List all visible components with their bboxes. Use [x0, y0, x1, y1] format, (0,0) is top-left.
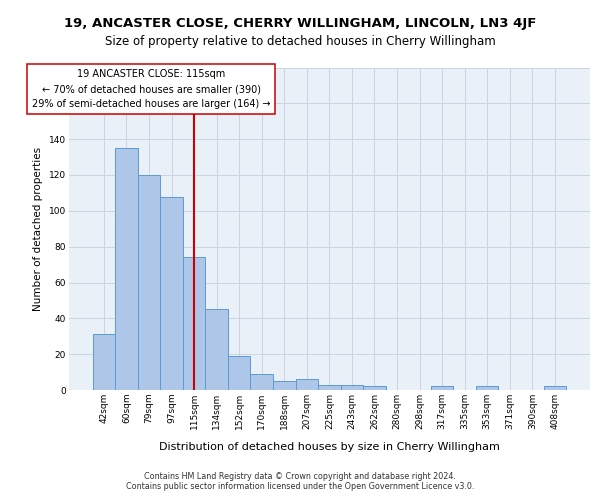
- Y-axis label: Number of detached properties: Number of detached properties: [34, 146, 43, 311]
- Text: 19, ANCASTER CLOSE, CHERRY WILLINGHAM, LINCOLN, LN3 4JF: 19, ANCASTER CLOSE, CHERRY WILLINGHAM, L…: [64, 18, 536, 30]
- Bar: [363, 386, 386, 390]
- Text: 19 ANCASTER CLOSE: 115sqm
← 70% of detached houses are smaller (390)
29% of semi: 19 ANCASTER CLOSE: 115sqm ← 70% of detac…: [32, 70, 271, 109]
- Bar: [544, 386, 566, 390]
- Bar: [431, 386, 454, 390]
- Bar: [92, 334, 115, 390]
- Bar: [296, 379, 318, 390]
- Text: Contains HM Land Registry data © Crown copyright and database right 2024.: Contains HM Land Registry data © Crown c…: [144, 472, 456, 481]
- Bar: [183, 258, 205, 390]
- Bar: [228, 356, 250, 390]
- Text: Contains public sector information licensed under the Open Government Licence v3: Contains public sector information licen…: [126, 482, 474, 491]
- Text: Distribution of detached houses by size in Cherry Willingham: Distribution of detached houses by size …: [159, 442, 500, 452]
- Bar: [273, 381, 296, 390]
- Bar: [115, 148, 138, 390]
- Bar: [341, 384, 363, 390]
- Bar: [138, 175, 160, 390]
- Bar: [205, 310, 228, 390]
- Text: Size of property relative to detached houses in Cherry Willingham: Size of property relative to detached ho…: [104, 35, 496, 48]
- Bar: [476, 386, 499, 390]
- Bar: [250, 374, 273, 390]
- Bar: [318, 384, 341, 390]
- Bar: [160, 196, 183, 390]
